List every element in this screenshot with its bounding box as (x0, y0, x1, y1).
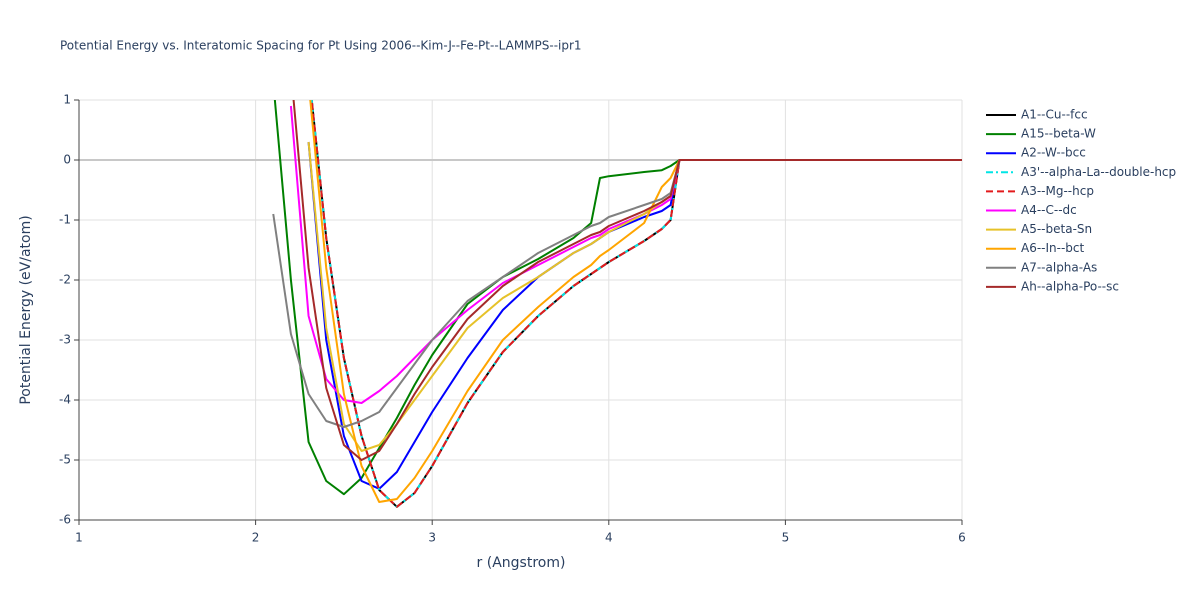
legend-label: A3--Mg--hcp (1021, 184, 1094, 198)
y-tick-label: -3 (59, 333, 71, 347)
x-axis-title: r (Angstrom) (477, 555, 566, 571)
axes: 1 2 3 4 5 6 -6 -5 -4 -3 -2 -1 0 1 (59, 93, 966, 545)
x-tick-label: 3 (428, 531, 436, 545)
x-tick-label: 6 (958, 531, 966, 545)
y-tick-label: -5 (59, 453, 71, 467)
y-tick-label: -1 (59, 213, 71, 227)
legend-label: A7--alpha-As (1021, 260, 1097, 274)
x-tick-label: 4 (605, 531, 613, 545)
legend-label: A5--beta-Sn (1021, 222, 1092, 236)
series-line (309, 100, 962, 503)
legend: A1--Cu--fcc A15--beta-W A2--W--bcc A3'--alp… (986, 108, 1176, 293)
legend-label: A2--W--bcc (1021, 146, 1086, 160)
legend-label: Ah--alpha-Po--sc (1021, 279, 1119, 293)
legend-label: A4--C--dc (1021, 203, 1077, 217)
y-tick-label: 0 (63, 153, 71, 167)
legend-label: A1--Cu--fcc (1021, 108, 1088, 122)
series-line (292, 100, 962, 461)
legend-label: A15--beta-W (1021, 127, 1096, 141)
plot-area (272, 100, 962, 508)
y-axis-title: Potential Energy (eV/atom) (18, 215, 34, 404)
x-tick-label: 2 (252, 531, 260, 545)
legend-label: A3'--alpha-La--double-hcp (1021, 165, 1176, 179)
y-tick-label: -2 (59, 273, 71, 287)
chart-title: Potential Energy vs. Interatomic Spacing… (60, 39, 582, 53)
x-tick-label: 1 (75, 531, 83, 545)
series-line (310, 100, 962, 508)
x-tick-label: 5 (782, 531, 790, 545)
y-tick-label: -6 (59, 513, 71, 527)
legend-label: A6--In--bct (1021, 241, 1085, 255)
y-tick-label: -4 (59, 393, 71, 407)
y-tick-label: 1 (63, 93, 71, 107)
